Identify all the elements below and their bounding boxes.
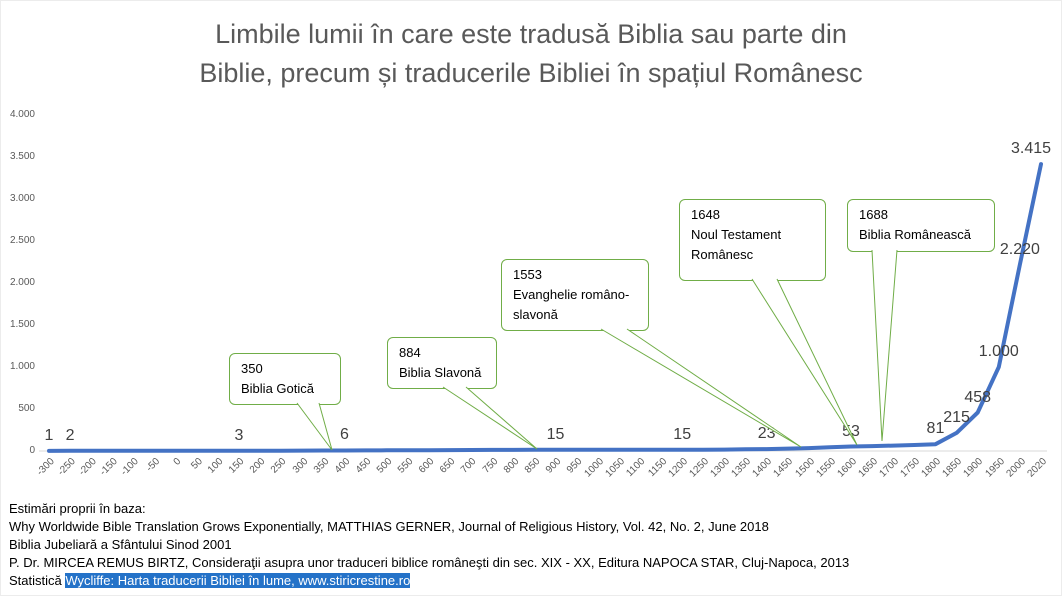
source-line: Biblia Jubeliară a Sfântului Sinod 2001 bbox=[9, 537, 232, 552]
y-axis-tick-label: 2.000 bbox=[9, 277, 35, 288]
data-label: 15 bbox=[546, 425, 565, 443]
callout-tail bbox=[296, 402, 333, 451]
callout-tail bbox=[442, 386, 538, 450]
callout-year: 1553 bbox=[513, 267, 542, 282]
y-axis-tick-label: 1.000 bbox=[9, 361, 35, 372]
sources-footer: Estimări proprii în baza: Why Worldwide … bbox=[9, 500, 849, 590]
chart-title-line2: Biblie, precum și traducerile Bibliei în… bbox=[199, 58, 863, 88]
data-label: 2.220 bbox=[999, 240, 1040, 258]
source-line: Why Worldwide Bible Translation Grows Ex… bbox=[9, 519, 769, 534]
y-axis-tick-label: 0 bbox=[29, 445, 35, 456]
callout-biblia-romaneasca: 1688 Biblia Românească bbox=[847, 199, 995, 252]
y-axis-tick-label: 1.500 bbox=[9, 319, 35, 330]
data-label: 6 bbox=[340, 426, 349, 444]
callout-year: 884 bbox=[399, 345, 421, 360]
callout-label: Biblia Românească bbox=[859, 227, 972, 242]
source-line: Statistică Wycliffe: Harta traducerii Bi… bbox=[9, 572, 849, 590]
callout-label: Noul Testament Românesc bbox=[691, 227, 782, 262]
chart-title-line1: Limbile lumii în care este tradusă Bibli… bbox=[215, 19, 847, 49]
data-label: 53 bbox=[842, 422, 860, 440]
y-axis-tick-label: 4.000 bbox=[9, 109, 35, 120]
highlighted-source-text: Wycliffe: Harta traducerii Bibliei în lu… bbox=[65, 573, 411, 588]
source-line: Estimări proprii în baza: bbox=[9, 501, 146, 516]
data-label: 1 bbox=[44, 426, 54, 444]
callout-year: 1688 bbox=[859, 207, 888, 222]
y-axis-tick-label: 500 bbox=[18, 403, 35, 414]
data-label: 458 bbox=[964, 388, 992, 406]
data-label: 3 bbox=[234, 426, 244, 444]
callout-tail bbox=[871, 249, 898, 442]
callout-year: 350 bbox=[241, 361, 263, 376]
data-label: 1.000 bbox=[978, 343, 1019, 360]
data-label: 2 bbox=[65, 426, 75, 444]
callout-evanghelie-romano-slavona: 1553 Evanghelie româno-slavonă bbox=[501, 259, 649, 331]
source-line-prefix: Statistică bbox=[9, 573, 66, 588]
callout-biblia-slavona: 884 Biblia Slavonă bbox=[387, 337, 497, 389]
callout-tail bbox=[751, 278, 858, 446]
callout-label: Evanghelie româno-slavonă bbox=[513, 287, 630, 322]
source-line: P. Dr. MIRCEA REMUS BIRTZ, Consideraţii … bbox=[9, 555, 850, 570]
callout-label: Biblia Slavonă bbox=[399, 365, 482, 380]
callout-year: 1648 bbox=[691, 207, 720, 222]
data-label: 3.415 bbox=[1010, 140, 1052, 158]
callout-label: Biblia Gotică bbox=[241, 381, 314, 396]
data-label: 81 bbox=[926, 420, 945, 438]
data-label: 215 bbox=[943, 408, 970, 426]
callout-noul-testament-romanesc: 1648 Noul Testament Românesc bbox=[679, 199, 826, 281]
callout-tail bbox=[600, 328, 802, 448]
y-axis-tick-label: 2.500 bbox=[9, 235, 35, 246]
chart-title: Limbile lumii în care este tradusă Bibli… bbox=[1, 15, 1061, 93]
y-axis-tick-label: 3.500 bbox=[9, 151, 35, 162]
y-axis-tick-label: 3.000 bbox=[9, 193, 35, 204]
callout-biblia-gotica: 350 Biblia Gotică bbox=[229, 353, 341, 405]
data-label: 23 bbox=[757, 425, 776, 443]
data-label: 15 bbox=[673, 425, 692, 443]
